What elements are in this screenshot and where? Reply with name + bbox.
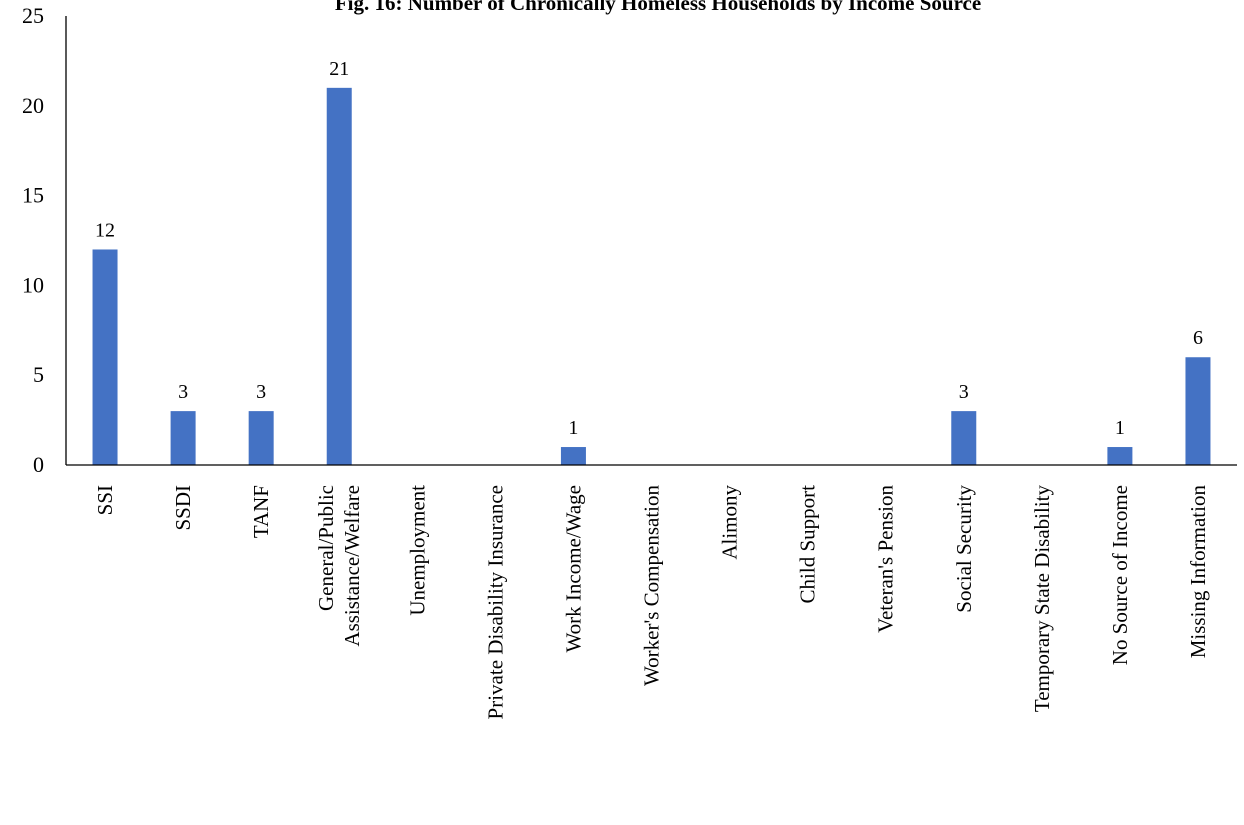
bar [1185,357,1211,465]
x-category-label: Temporary State Disability [1030,485,1054,713]
y-tick-label: 20 [22,93,44,118]
x-category-label: Unemployment [405,485,429,616]
x-category-label: SSDI [171,485,195,531]
data-label: 3 [959,381,969,403]
data-label: 1 [1115,417,1125,439]
chart-title: Fig. 16: Number of Chronically Homeless … [335,0,981,15]
bar [92,249,118,465]
bar [951,411,977,465]
data-labels: 12 3 3 21 1 3 1 6 [95,58,1203,439]
x-category-label: Veteran's Pension [874,485,898,633]
bar [326,87,352,465]
y-tick-label: 15 [22,183,44,208]
x-category-label: Private Disability Insurance [483,485,507,719]
x-category-label: SSI [93,485,117,515]
x-category-label: TANF [249,485,273,538]
data-label: 3 [178,381,188,403]
y-axis: 0 5 10 15 20 25 [22,3,67,477]
x-category-label: General/Public [314,485,338,611]
y-tick-label: 5 [33,362,44,387]
x-category-label: Alimony [718,485,742,560]
data-label: 12 [95,219,115,241]
data-label: 3 [256,381,266,403]
x-axis: SSI SSDI TANF General/Public Assistance/Welf… [66,464,1237,719]
x-category-label: Social Security [952,485,976,613]
x-category-label: No Source of Income [1108,485,1132,665]
y-tick-label: 0 [33,452,44,477]
data-label: 1 [568,417,578,439]
data-label: 6 [1193,327,1203,349]
x-category-label: Child Support [796,485,820,604]
y-tick-label: 25 [22,3,44,28]
y-tick-label: 10 [22,272,44,297]
data-label: 21 [329,58,349,80]
bar [170,411,196,465]
bar [248,411,274,465]
bar [560,447,586,465]
bars [92,87,1211,465]
x-category-label: Assistance/Welfare [340,485,364,647]
bar [1107,447,1133,465]
x-category-label: Worker's Compensation [640,485,664,686]
x-category-label: Work Income/Wage [561,485,585,652]
x-category-label: Missing Information [1186,485,1210,659]
